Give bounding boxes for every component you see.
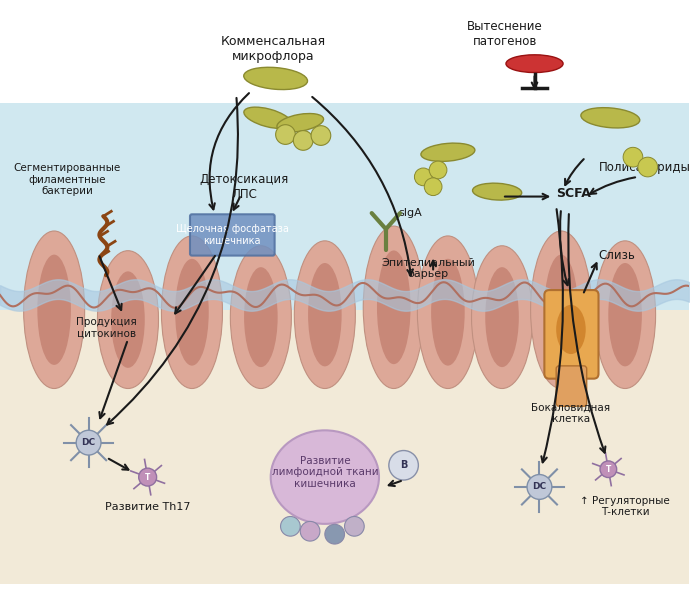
Text: Вытеснение
патогенов: Вытеснение патогенов — [467, 20, 543, 48]
Polygon shape — [0, 310, 689, 584]
Text: Детоксикация
ЛПС: Детоксикация ЛПС — [199, 173, 289, 201]
Ellipse shape — [97, 251, 159, 389]
Circle shape — [424, 178, 442, 196]
Circle shape — [311, 125, 331, 145]
FancyBboxPatch shape — [190, 214, 275, 256]
Ellipse shape — [556, 305, 586, 354]
Text: B: B — [400, 460, 408, 470]
Ellipse shape — [308, 263, 342, 366]
Circle shape — [280, 517, 301, 536]
Ellipse shape — [37, 254, 71, 365]
Circle shape — [527, 475, 552, 499]
Ellipse shape — [271, 431, 379, 524]
Ellipse shape — [24, 231, 85, 389]
Text: Слизь: Слизь — [598, 249, 635, 262]
Ellipse shape — [421, 143, 475, 161]
Circle shape — [294, 131, 313, 150]
Ellipse shape — [506, 55, 563, 72]
Circle shape — [429, 161, 447, 179]
Text: Сегментированные
филаментные
бактерии: Сегментированные филаментные бактерии — [13, 163, 120, 196]
Circle shape — [389, 451, 419, 480]
Ellipse shape — [244, 267, 278, 367]
Ellipse shape — [595, 241, 656, 389]
Ellipse shape — [175, 259, 209, 366]
Circle shape — [325, 524, 345, 544]
Text: Развитие
лимфоидной ткани
кишечника: Развитие лимфоидной ткани кишечника — [271, 455, 378, 489]
Ellipse shape — [472, 246, 533, 389]
Ellipse shape — [608, 263, 642, 366]
Text: T: T — [605, 465, 611, 474]
Ellipse shape — [363, 226, 424, 389]
Ellipse shape — [581, 108, 640, 128]
Text: Бокаловидная
клетка: Бокаловидная клетка — [531, 402, 610, 424]
Circle shape — [76, 430, 101, 455]
Text: DC: DC — [82, 438, 96, 447]
Ellipse shape — [244, 107, 291, 128]
Text: Полисахариды: Полисахариды — [599, 161, 691, 174]
Circle shape — [600, 461, 617, 478]
Text: DC: DC — [533, 482, 547, 491]
Ellipse shape — [377, 250, 410, 364]
Ellipse shape — [473, 183, 521, 200]
Ellipse shape — [244, 67, 308, 90]
Ellipse shape — [161, 236, 222, 389]
Ellipse shape — [545, 254, 578, 365]
Circle shape — [138, 468, 157, 486]
Ellipse shape — [431, 259, 465, 366]
Text: sIgA: sIgA — [398, 209, 422, 219]
Ellipse shape — [531, 231, 591, 389]
Text: T: T — [145, 472, 150, 482]
Text: Щелочная фосфатаза
кишечника: Щелочная фосфатаза кишечника — [176, 224, 289, 246]
Text: Эпителиальный
барьер: Эпителиальный барьер — [381, 257, 475, 279]
Text: Продукция
цитокинов: Продукция цитокинов — [76, 317, 137, 338]
Text: Комменсальная
микрофлора: Комменсальная микрофлора — [221, 35, 326, 63]
Circle shape — [345, 517, 364, 536]
Text: Развитие Th17: Развитие Th17 — [105, 502, 190, 512]
Ellipse shape — [231, 246, 291, 389]
Ellipse shape — [111, 272, 145, 368]
Circle shape — [638, 157, 658, 177]
Circle shape — [301, 521, 320, 541]
Text: ↑ Регуляторные
Т-клетки: ↑ Регуляторные Т-клетки — [580, 496, 670, 518]
Circle shape — [275, 125, 295, 144]
Text: SCFA: SCFA — [556, 187, 591, 200]
FancyBboxPatch shape — [556, 366, 586, 406]
Ellipse shape — [485, 267, 519, 367]
Ellipse shape — [294, 241, 355, 389]
Polygon shape — [0, 103, 689, 310]
FancyBboxPatch shape — [545, 290, 598, 379]
Ellipse shape — [277, 114, 324, 132]
Circle shape — [623, 147, 643, 167]
Ellipse shape — [417, 236, 478, 389]
Circle shape — [415, 168, 432, 186]
